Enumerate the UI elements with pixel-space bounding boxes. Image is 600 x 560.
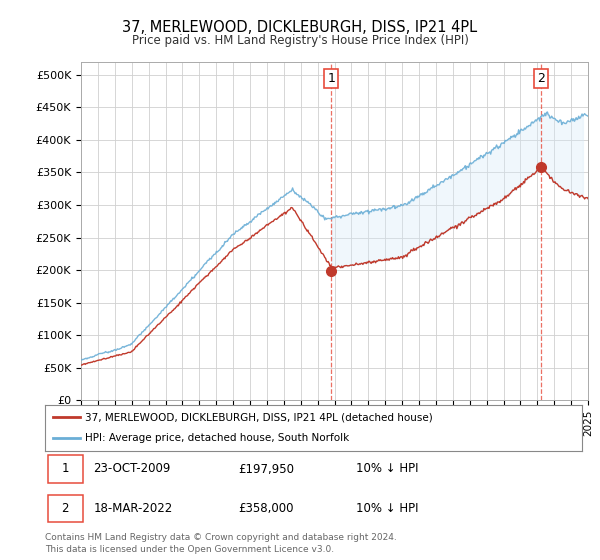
Text: 1: 1 — [61, 463, 69, 475]
FancyBboxPatch shape — [47, 455, 83, 483]
Text: £358,000: £358,000 — [238, 502, 294, 515]
Text: 2: 2 — [61, 502, 69, 515]
Text: 10% ↓ HPI: 10% ↓ HPI — [356, 502, 419, 515]
Text: 37, MERLEWOOD, DICKLEBURGH, DISS, IP21 4PL (detached house): 37, MERLEWOOD, DICKLEBURGH, DISS, IP21 4… — [85, 412, 433, 422]
Text: £197,950: £197,950 — [238, 463, 295, 475]
Text: 1: 1 — [328, 72, 335, 85]
FancyBboxPatch shape — [47, 494, 83, 522]
Text: Price paid vs. HM Land Registry's House Price Index (HPI): Price paid vs. HM Land Registry's House … — [131, 34, 469, 46]
Text: 37, MERLEWOOD, DICKLEBURGH, DISS, IP21 4PL: 37, MERLEWOOD, DICKLEBURGH, DISS, IP21 4… — [122, 20, 478, 35]
Text: 10% ↓ HPI: 10% ↓ HPI — [356, 463, 419, 475]
Text: 23-OCT-2009: 23-OCT-2009 — [94, 463, 171, 475]
Text: 18-MAR-2022: 18-MAR-2022 — [94, 502, 173, 515]
Text: HPI: Average price, detached house, South Norfolk: HPI: Average price, detached house, Sout… — [85, 433, 350, 444]
Text: Contains HM Land Registry data © Crown copyright and database right 2024.
This d: Contains HM Land Registry data © Crown c… — [45, 533, 397, 554]
Text: 2: 2 — [537, 72, 545, 85]
